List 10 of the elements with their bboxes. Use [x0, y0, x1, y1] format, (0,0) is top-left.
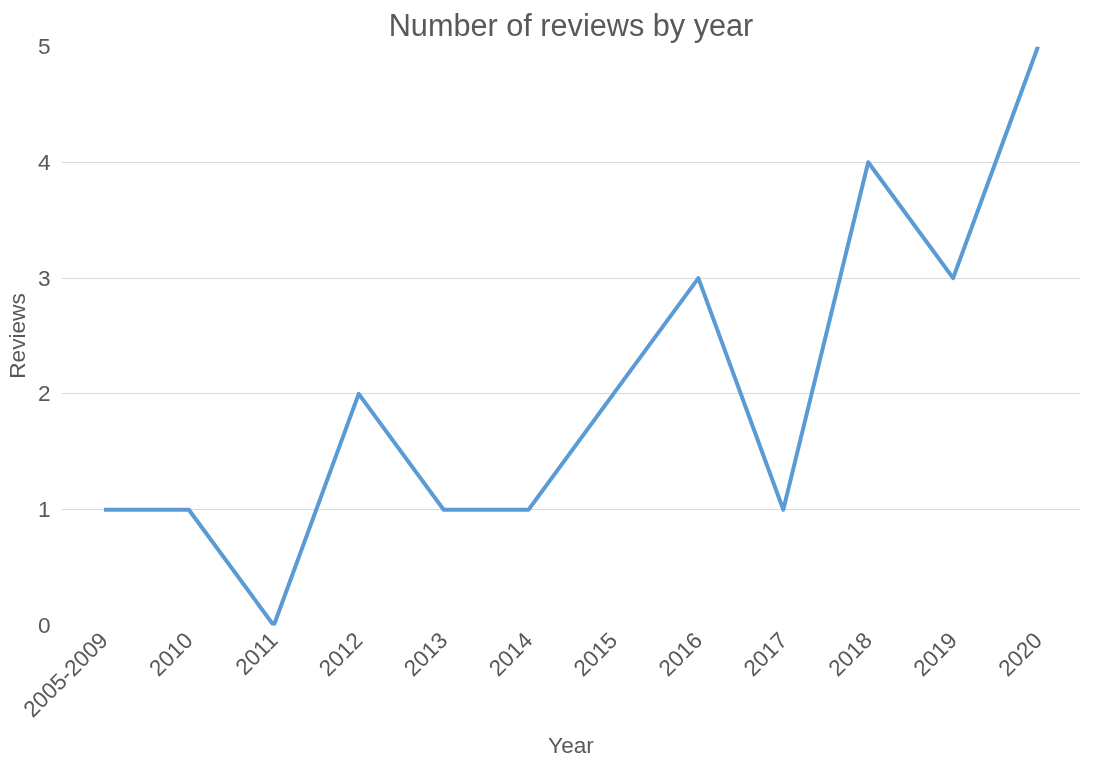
y-tick-label: 3 — [37, 264, 51, 291]
y-tick-label: 1 — [37, 496, 51, 523]
y-tick-label: 2 — [37, 380, 51, 407]
y-tick-label: 0 — [37, 612, 51, 638]
y-tick-label: 5 — [37, 33, 51, 59]
line-series — [101, 46, 1041, 626]
y-tick-label: 4 — [37, 148, 51, 175]
chart-title: Number of reviews by year — [388, 7, 754, 43]
x-axis-title: Year — [548, 731, 595, 758]
y-axis-title: Reviews — [3, 293, 30, 379]
